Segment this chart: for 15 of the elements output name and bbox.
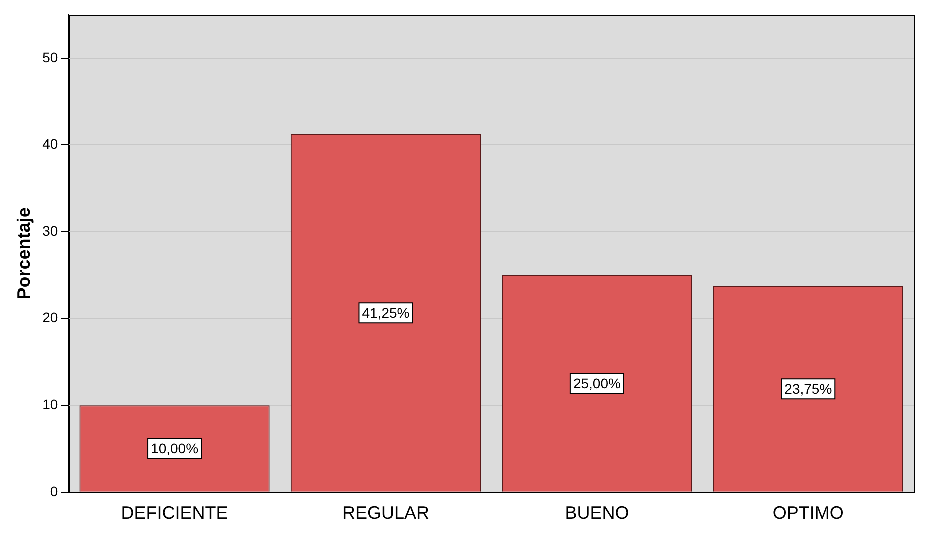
y-tick-label: 10 <box>42 396 58 412</box>
y-axis-title: Porcentaje <box>14 208 34 300</box>
y-tick-label: 40 <box>42 136 58 152</box>
y-tick-label: 50 <box>42 49 58 66</box>
y-tick-label: 0 <box>50 483 58 500</box>
x-tick-label: REGULAR <box>342 503 430 524</box>
y-tick-label: 30 <box>42 222 58 239</box>
x-tick-label: DEFICIENTE <box>121 503 228 524</box>
data-label: 23,75% <box>784 380 832 397</box>
y-tick-label: 20 <box>42 310 58 326</box>
x-tick-label: BUENO <box>565 503 630 524</box>
x-tick-label: OPTIMO <box>772 503 844 524</box>
data-label: 41,25% <box>362 304 410 321</box>
data-label: 10,00% <box>151 440 199 457</box>
data-label: 25,00% <box>573 376 621 392</box>
